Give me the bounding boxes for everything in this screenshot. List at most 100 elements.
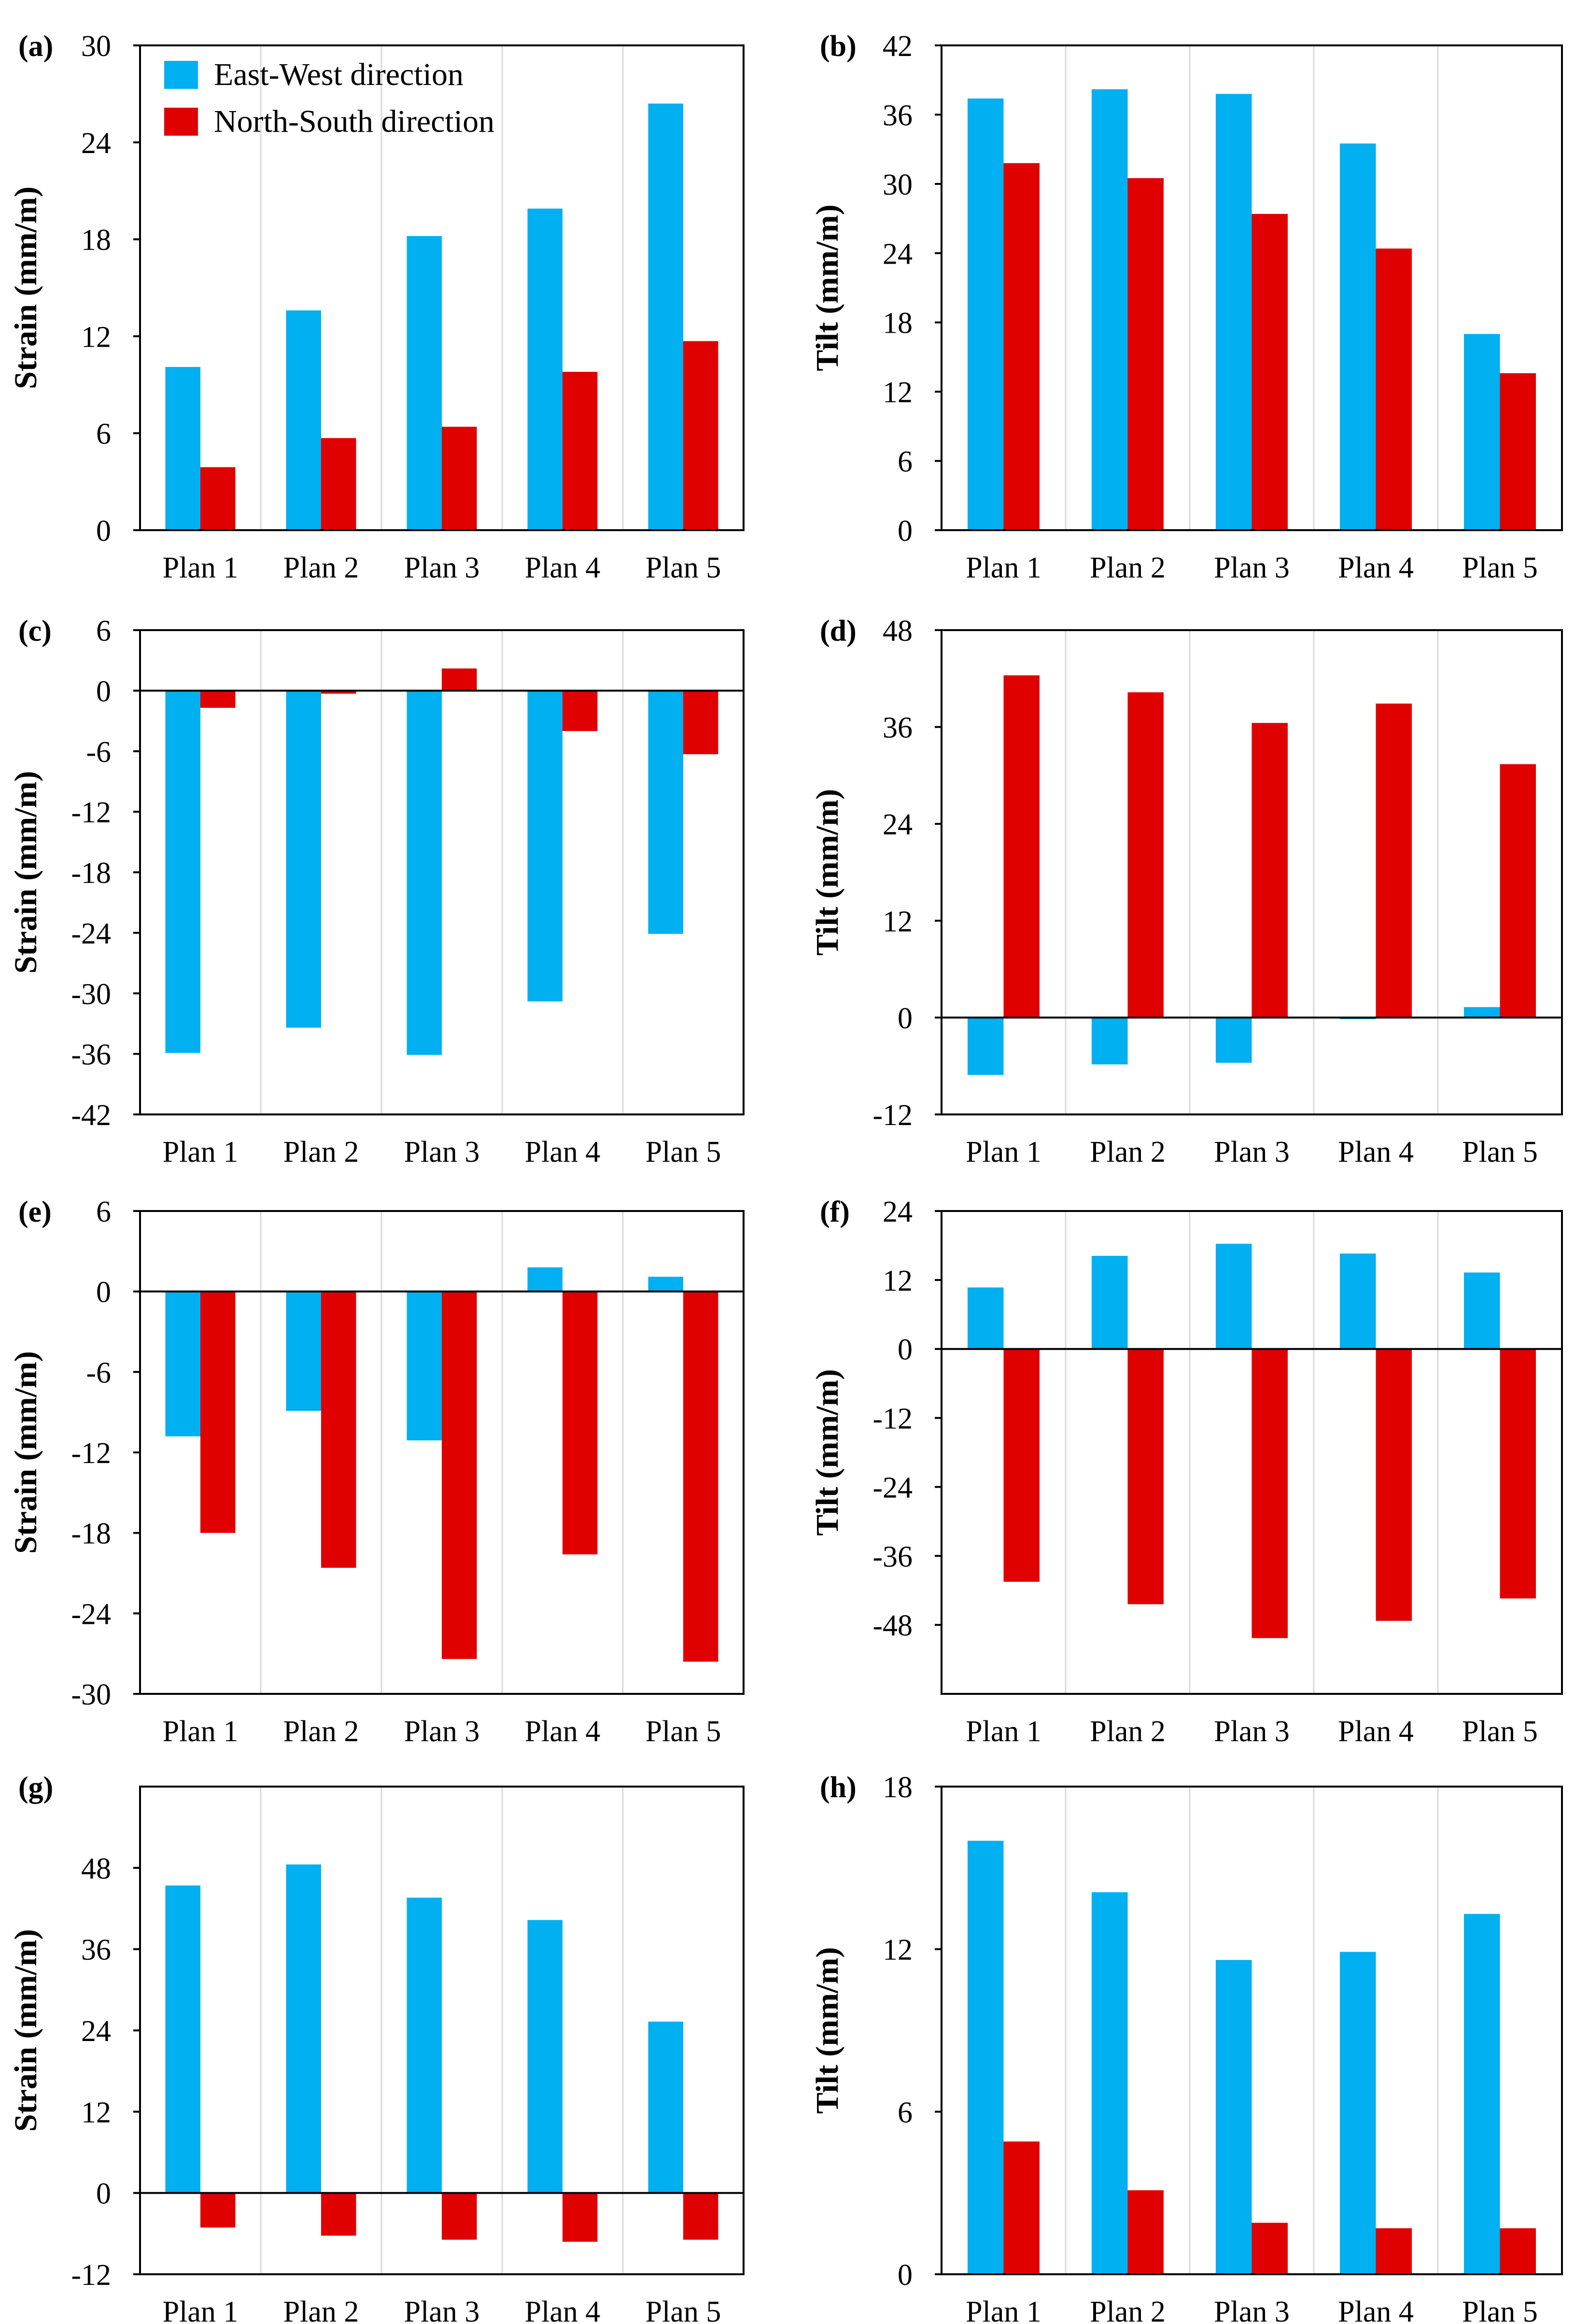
x-tick-label: Plan 2 <box>1090 551 1166 584</box>
bar-east-west-plan-1 <box>165 690 200 1053</box>
bar-east-west-plan-1 <box>967 1287 1004 1349</box>
panel-label: (f) <box>820 1196 850 1228</box>
x-tick-label: Plan 2 <box>1090 2296 1166 2324</box>
panel-label: (c) <box>18 615 52 648</box>
y-tick-label: 30 <box>883 169 913 201</box>
bar-north-south-plan-4 <box>562 1291 598 1555</box>
bar-east-west-plan-4 <box>527 1267 562 1292</box>
y-tick-label: 6 <box>898 2096 913 2129</box>
x-tick-label: Plan 2 <box>283 1715 359 1748</box>
bar-north-south-plan-4 <box>1376 704 1412 1018</box>
panel-h: 0 6 12 18 Plan 1 Plan 2 Plan 3 Plan 4 Plan 5 Tilt… <box>810 1771 1563 2324</box>
y-axis-title: Tilt (mm/m) <box>810 204 845 371</box>
legend-label: North-South direction <box>214 104 494 139</box>
panel-label: (d) <box>820 615 857 648</box>
x-tick-label: Plan 1 <box>966 1136 1041 1169</box>
bar-north-south-plan-5 <box>683 341 718 530</box>
y-tick-label: 6 <box>96 418 111 451</box>
y-tick-label: -42 <box>71 1099 111 1132</box>
bar-north-south-plan-1 <box>1003 675 1040 1018</box>
bar-east-west-plan-5 <box>648 690 683 934</box>
bar-north-south-plan-4 <box>1376 248 1412 530</box>
bar-north-south-plan-5 <box>683 1291 718 1662</box>
bar-north-south-plan-1 <box>1003 163 1040 530</box>
bar-north-south-plan-5 <box>1500 373 1536 530</box>
bar-north-south-plan-3 <box>442 1291 477 1659</box>
y-tick-label: 48 <box>81 1852 111 1885</box>
y-tick-label: 6 <box>96 615 111 648</box>
x-tick-label: Plan 4 <box>525 1715 601 1748</box>
y-tick-label: 0 <box>898 1002 913 1035</box>
bar-north-south-plan-3 <box>442 426 477 530</box>
legend-swatch <box>164 61 198 89</box>
panel-c: -42 -36 -30 -24 -18 -12 -6 0 6 Plan 1 Plan 2 Plan 3… <box>8 615 745 1169</box>
bar-east-west-plan-3 <box>407 1291 442 1440</box>
bar-east-west-plan-1 <box>165 366 200 530</box>
x-tick-label: Plan 5 <box>1462 1715 1538 1748</box>
y-tick-label: -6 <box>86 736 111 769</box>
y-tick-label: 18 <box>883 307 913 340</box>
panel-label: (a) <box>18 30 53 63</box>
panel-label: (g) <box>18 1771 53 1804</box>
bar-east-west-plan-3 <box>1215 1243 1252 1349</box>
y-tick-label: 24 <box>883 1196 913 1228</box>
y-tick-label: -24 <box>71 917 111 950</box>
bar-north-south-plan-4 <box>562 2193 598 2242</box>
bar-north-south-plan-1 <box>200 1291 236 1533</box>
y-tick-label: 12 <box>883 1265 913 1297</box>
x-tick-label: Plan 4 <box>525 1136 601 1169</box>
bar-east-west-plan-3 <box>1215 1017 1252 1063</box>
bar-east-west-plan-2 <box>286 310 321 530</box>
y-tick-label: -12 <box>872 1099 913 1132</box>
y-tick-label: 6 <box>96 1196 111 1228</box>
bar-north-south-plan-1 <box>200 467 236 530</box>
x-tick-label: Plan 2 <box>283 551 359 584</box>
bar-east-west-plan-3 <box>407 236 442 530</box>
y-tick-label: 0 <box>898 2259 913 2292</box>
y-tick-label: 12 <box>81 321 111 353</box>
bar-east-west-plan-4 <box>527 1920 562 2193</box>
bar-east-west-plan-1 <box>165 1291 200 1437</box>
y-tick-label: 0 <box>898 1334 913 1366</box>
x-tick-label: Plan 4 <box>1338 2296 1414 2324</box>
x-tick-label: Plan 2 <box>1090 1136 1166 1169</box>
y-axis-title: Strain (mm/m) <box>8 1929 43 2132</box>
bar-east-west-plan-3 <box>1215 1960 1252 2274</box>
x-tick-label: Plan 5 <box>1462 1136 1538 1169</box>
x-tick-label: Plan 5 <box>1462 2296 1538 2324</box>
y-tick-label: 30 <box>81 30 111 63</box>
bar-east-west-plan-4 <box>1339 1952 1376 2274</box>
y-tick-label: 0 <box>96 1276 111 1309</box>
bar-east-west-plan-1 <box>967 1841 1004 2274</box>
y-tick-label: 36 <box>883 99 913 132</box>
y-tick-label: 0 <box>898 515 913 548</box>
y-tick-label: 0 <box>96 515 111 548</box>
bar-east-west-plan-3 <box>1215 94 1252 530</box>
plot-frame <box>941 629 1563 1115</box>
panel-a: 0 6 12 18 24 30 Plan 1 Plan 2 Plan 3 Plan 4 Plan 5… <box>8 30 745 584</box>
bar-north-south-plan-5 <box>683 690 718 755</box>
y-tick-label: -12 <box>71 796 111 829</box>
x-tick-label: Plan 5 <box>1462 551 1538 584</box>
x-tick-label: Plan 1 <box>163 2296 239 2324</box>
x-tick-label: Plan 4 <box>525 2296 601 2324</box>
bar-east-west-plan-5 <box>648 103 683 531</box>
bar-north-south-plan-2 <box>321 1291 356 1568</box>
x-tick-label: Plan 5 <box>646 1715 721 1748</box>
x-tick-label: Plan 1 <box>163 1715 239 1748</box>
x-tick-label: Plan 3 <box>404 1136 480 1169</box>
x-tick-label: Plan 3 <box>404 1715 480 1748</box>
x-tick-label: Plan 4 <box>525 551 601 584</box>
y-tick-label: 12 <box>883 1934 913 1967</box>
x-tick-label: Plan 2 <box>1090 1715 1166 1748</box>
bar-east-west-plan-1 <box>165 1885 200 2193</box>
bar-north-south-plan-3 <box>442 668 477 691</box>
x-tick-label: Plan 1 <box>163 551 239 584</box>
y-tick-label: 24 <box>883 808 913 841</box>
bar-east-west-plan-2 <box>286 690 321 1028</box>
y-tick-label: -6 <box>86 1356 111 1389</box>
bar-north-south-plan-5 <box>1500 764 1536 1018</box>
bar-east-west-plan-5 <box>1463 1272 1500 1349</box>
bar-north-south-plan-2 <box>321 690 356 694</box>
